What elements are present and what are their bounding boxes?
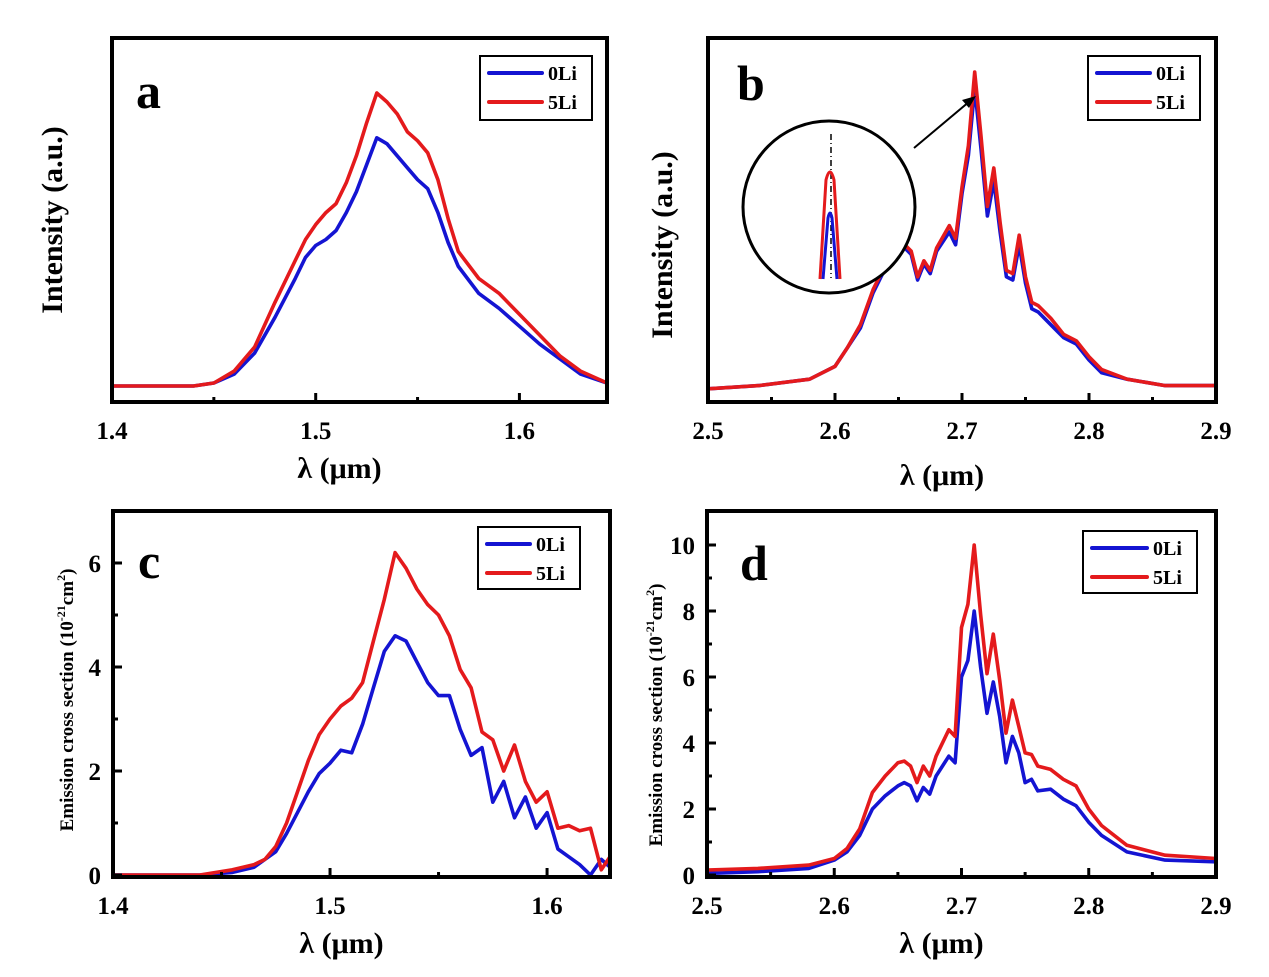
x-tick-label: 1.6: [531, 893, 562, 920]
inset-arrow-head: [962, 96, 976, 108]
panel-letter: b: [737, 55, 765, 111]
y-title-main: Emission cross section (10: [646, 636, 667, 846]
y-axis-title: Emission cross section (10-21cm2): [643, 584, 667, 847]
x-tick-label: 2.6: [819, 893, 850, 920]
series-line-5Li: [112, 91, 607, 388]
x-axis-title: λ (μm): [899, 927, 983, 960]
legend-box: [1082, 530, 1198, 594]
x-tick-label: 2.7: [946, 893, 977, 920]
y-title-exp: -21: [643, 620, 657, 636]
legend-box: [477, 526, 581, 590]
legend-label-5Li: 5Li: [548, 92, 577, 114]
y-tick-label: 0: [89, 863, 102, 890]
legend-label-5Li: 5Li: [1153, 567, 1182, 589]
y-title-exp2: 2: [643, 590, 657, 596]
inset-arrow-line: [913, 100, 971, 149]
y-tick-label: 2: [683, 797, 696, 824]
x-tick-label: 2.9: [1200, 893, 1231, 920]
panel-b: 2.5 2.6 2.7 2.8 2.9 λ (μm) Intensity (a.u.) b 0L…: [646, 36, 1232, 492]
legend-box: [479, 55, 593, 121]
y-tick-label: 6: [683, 665, 696, 692]
x-tick-label: 1.4: [97, 893, 129, 920]
y-title-unit: cm: [57, 581, 78, 605]
legend-label-0Li: 0Li: [536, 534, 565, 556]
x-tick-label: 2.8: [1073, 893, 1104, 920]
plot-frame: [110, 36, 609, 404]
y-title-exp2: 2: [54, 575, 68, 581]
y-title-main: Emission cross section (10: [57, 621, 78, 831]
legend-label-5Li: 5Li: [1156, 92, 1185, 114]
panel-letter: c: [138, 533, 160, 589]
y-title-close: ): [57, 569, 78, 575]
series-line-0Li: [112, 136, 607, 388]
x-tick-label: 1.5: [300, 418, 331, 445]
series-line-0Li: [707, 609, 1216, 876]
series-group: [708, 70, 1216, 391]
y-tick-label: 4: [683, 731, 696, 758]
x-tick-label: 1.4: [96, 418, 128, 445]
panel-letter: d: [740, 535, 768, 591]
x-tick-label: 2.5: [691, 893, 722, 920]
x-tick-label: 2.7: [946, 418, 977, 445]
x-axis-title: λ (μm): [297, 452, 381, 485]
y-tick-label: 0: [683, 863, 696, 890]
panel-letter: a: [136, 63, 161, 119]
y-tick-label: 6: [89, 551, 102, 578]
y-tick-label: 2: [89, 759, 102, 786]
y-axis-title: Intensity (a.u.): [646, 151, 679, 339]
inset-peak-5Li: [818, 170, 842, 280]
series-group: [707, 543, 1216, 876]
y-tick-label: 4: [89, 655, 102, 682]
x-axis-title: λ (μm): [299, 927, 383, 960]
series-line-5Li: [708, 70, 1216, 391]
series-line-5Li: [113, 550, 610, 877]
legend-label-0Li: 0Li: [1156, 63, 1185, 85]
y-axis-title: Emission cross section (10-21cm2): [54, 569, 78, 832]
panel-d: 2.5 2.6 2.7 2.8 2.9 0 2 4 6 8 10 λ (μm) Emission cro…: [643, 509, 1232, 960]
legend-label-5Li: 5Li: [536, 563, 565, 585]
x-axis-title: λ (μm): [900, 459, 984, 492]
inset-peak-0Li: [821, 211, 839, 280]
plot-frame: [111, 509, 612, 879]
legend-label-0Li: 0Li: [1153, 538, 1182, 560]
series-line-0Li: [113, 634, 610, 877]
x-tick-label: 1.5: [314, 893, 345, 920]
legend-label-0Li: 0Li: [548, 63, 577, 85]
inset-circle: [741, 119, 917, 295]
y-title-close: ): [646, 584, 667, 590]
y-axis-title: Intensity (a.u.): [36, 126, 69, 314]
x-tick-label: 1.6: [504, 418, 535, 445]
y-tick-label: 10: [670, 533, 695, 560]
series-group: [113, 550, 610, 877]
x-tick-label: 2.5: [692, 418, 723, 445]
x-tick-label: 2.6: [819, 418, 850, 445]
y-title-exp: -21: [54, 605, 68, 621]
panel-c: 1.4 1.5 1.6 0 2 4 6 λ (μm) Emission cross sectio…: [54, 509, 612, 960]
inset-magnifier: [741, 96, 976, 295]
x-tick-label: 2.9: [1200, 418, 1231, 445]
x-tick-label: 2.8: [1073, 418, 1104, 445]
y-tick-label: 8: [683, 599, 696, 626]
y-title-unit: cm: [646, 596, 667, 620]
series-group: [112, 91, 607, 388]
legend-box: [1087, 55, 1201, 121]
series-line-5Li: [707, 543, 1216, 872]
